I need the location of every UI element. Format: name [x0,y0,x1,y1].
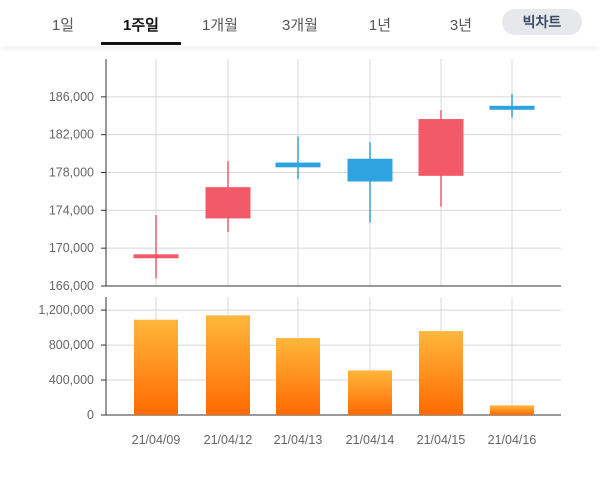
volume-bar [348,370,392,415]
stock-chart: 166,000 170,000 174,000 178,000 182,000 186,0… [38,59,561,447]
tab-1-day[interactable]: 1일 [51,17,75,34]
candle-body [418,119,464,176]
big-chart-button[interactable]: 빅차트 [502,9,582,35]
tab-3-months[interactable]: 3개월 [282,17,318,34]
volume-tick-label: 800,000 [49,338,94,352]
candle-body [275,162,321,168]
volume-bar [419,331,463,415]
x-date-label: 21/04/09 [132,433,181,447]
x-date-label: 21/04/15 [417,433,466,447]
volume-bar [276,338,320,415]
volume-tick-label: 1,200,000 [38,303,94,317]
x-date-label: 21/04/12 [204,433,253,447]
x-date-label: 21/04/14 [346,433,395,447]
x-date-label: 21/04/13 [274,433,323,447]
price-tick-label: 182,000 [49,128,94,142]
volume-tick-label: 400,000 [49,373,94,387]
tab-1-week[interactable]: 1주일 [123,17,159,34]
candle-body [347,158,393,182]
candle-body [489,105,535,110]
candle-body [133,254,179,259]
volume-bar [490,405,534,415]
price-tick-label: 186,000 [49,90,94,104]
candle-body [205,187,251,219]
price-tick-label: 178,000 [49,166,94,180]
price-tick-label: 170,000 [49,241,94,255]
x-date-label: 21/04/16 [488,433,537,447]
volume-tick-label: 0 [87,408,94,422]
tab-1-year[interactable]: 1년 [368,17,392,34]
price-tick-label: 166,000 [49,279,94,293]
period-tab-bar: 1일 1주일 1개월 3개월 1년 3년 빅차트 [0,0,600,46]
volume-bar [206,315,250,415]
tab-1-month[interactable]: 1개월 [202,17,238,34]
tab-3-years[interactable]: 3년 [449,17,473,34]
price-tick-label: 174,000 [49,203,94,217]
active-tab-indicator [101,42,181,45]
volume-bar [134,319,178,415]
